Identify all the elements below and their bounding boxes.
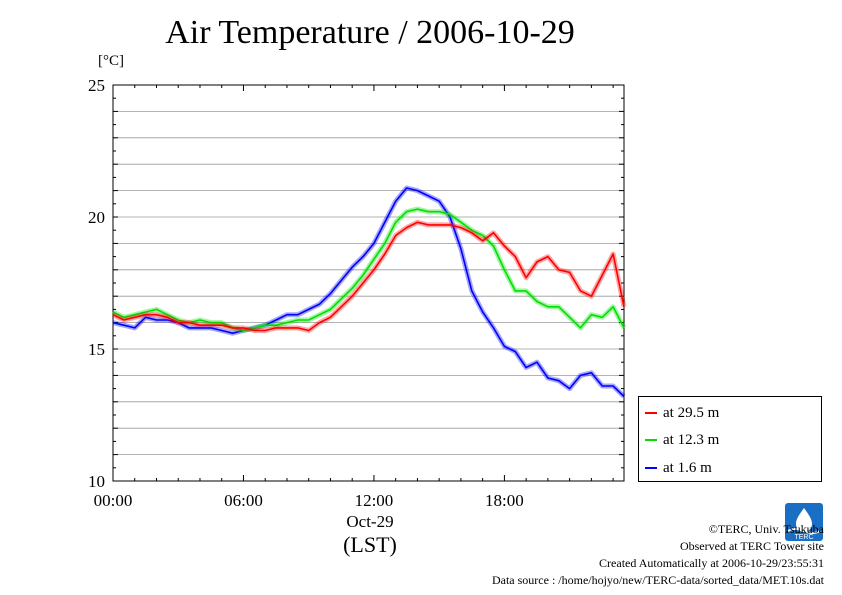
series-at-12-3-m bbox=[111, 206, 627, 333]
x-date-label: Oct-29 bbox=[346, 512, 394, 531]
series-line-halo bbox=[112, 185, 626, 399]
series-line bbox=[112, 208, 625, 332]
y-tick-label: 25 bbox=[88, 76, 105, 95]
legend-label: at 29.5 m bbox=[663, 404, 720, 421]
data-series bbox=[111, 185, 627, 399]
plot-frame bbox=[112, 84, 625, 482]
logo-text: TERC bbox=[794, 534, 813, 541]
terc-logo: TERC bbox=[785, 503, 823, 541]
series-at-29-5-m bbox=[111, 219, 627, 333]
legend-label: at 1.6 m bbox=[663, 459, 712, 476]
grid-lines bbox=[113, 111, 624, 456]
x-tick-label: 18:00 bbox=[485, 491, 524, 510]
legend: at 29.5 m at 12.3 m at 1.6 m bbox=[638, 396, 822, 482]
legend-item-29-5m: at 29.5 m bbox=[645, 403, 719, 423]
y-unit-label: [°C] bbox=[98, 53, 124, 69]
credit-created: Created Automatically at 2006-10-29/23:5… bbox=[599, 556, 824, 570]
legend-swatch-green bbox=[645, 439, 657, 441]
legend-item-1-6m: at 1.6 m bbox=[645, 458, 712, 478]
credit-copyright: ©TERC, Univ. Tsukuba bbox=[708, 522, 824, 536]
chart-title: Air Temperature / 2006-10-29 bbox=[165, 14, 575, 51]
x-tick-label: 12:00 bbox=[355, 491, 394, 510]
series-line bbox=[112, 187, 625, 398]
series-at-1-6-m bbox=[112, 185, 626, 399]
credit-source: Data source : /home/hojyo/new/TERC-data/… bbox=[491, 573, 824, 587]
legend-item-12-3m: at 12.3 m bbox=[645, 430, 719, 450]
y-tick-label: 10 bbox=[88, 472, 105, 491]
legend-label: at 12.3 m bbox=[663, 431, 720, 448]
x-tick-label: 00:00 bbox=[94, 491, 133, 510]
credit-site: Observed at TERC Tower site bbox=[679, 539, 824, 553]
x-tick-label: 06:00 bbox=[224, 491, 263, 510]
y-tick-label: 15 bbox=[88, 340, 105, 359]
axis-ticks bbox=[112, 84, 624, 482]
legend-swatch-blue bbox=[645, 467, 657, 469]
x-axis-label: (LST) bbox=[343, 532, 397, 557]
series-line bbox=[112, 221, 625, 332]
tick-labels: 10 15 20 25 00:00 06:00 12:00 18:00 bbox=[88, 76, 524, 510]
legend-swatch-red bbox=[645, 412, 657, 414]
y-tick-label: 20 bbox=[88, 208, 105, 227]
